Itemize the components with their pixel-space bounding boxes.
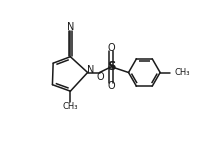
Text: O: O	[97, 72, 104, 82]
Text: CH₃: CH₃	[63, 102, 78, 111]
Text: O: O	[107, 43, 115, 53]
Text: O: O	[107, 81, 115, 91]
Text: S: S	[107, 60, 116, 72]
Text: N: N	[67, 22, 74, 32]
Text: N: N	[87, 65, 94, 75]
Text: CH₃: CH₃	[174, 68, 190, 77]
